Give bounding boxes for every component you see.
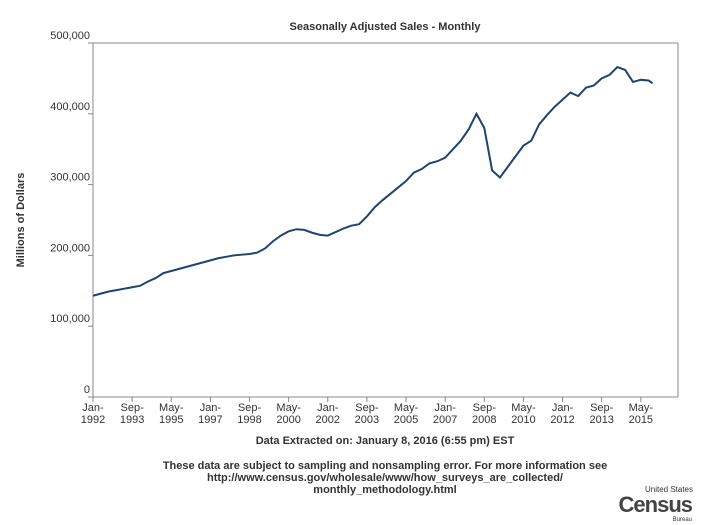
- footnote: These data are subject to sampling and n…: [163, 460, 607, 472]
- plot-frame: [92, 42, 679, 398]
- x-tick-label: Sep-2008: [472, 402, 496, 426]
- x-tick-label: Jan-2012: [550, 402, 574, 426]
- footnote: monthly_methodology.html: [313, 484, 456, 496]
- footnote: http://www.census.gov/wholesale/www/how_…: [207, 472, 563, 484]
- y-tick-label: 0: [84, 384, 90, 396]
- x-tick-label: Jan-2002: [316, 402, 340, 426]
- logo-text: United States: [645, 485, 693, 494]
- y-tick-label: 500,000: [50, 30, 90, 42]
- x-tick-label: Jan-1992: [81, 402, 105, 426]
- x-tick-label: May-2015: [629, 402, 654, 426]
- x-tick-label: May-2005: [394, 402, 419, 426]
- y-tick-label: 300,000: [50, 172, 90, 184]
- y-tick-label: 100,000: [50, 313, 90, 325]
- x-axis-title: Data Extracted on: January 8, 2016 (6:55…: [256, 435, 515, 447]
- x-tick-label: Sep-1993: [120, 402, 144, 426]
- x-tick-label: Jan-1997: [198, 402, 222, 426]
- y-axis-title: Millions of Dollars: [15, 173, 27, 268]
- series-line: [92, 65, 654, 297]
- x-tick-label: May-1995: [159, 402, 184, 426]
- x-tick-label: Sep-2003: [355, 402, 379, 426]
- x-tick-label: May-2010: [511, 402, 536, 426]
- x-tick-label: May-2000: [276, 402, 301, 426]
- y-tick-label: 200,000: [50, 242, 90, 254]
- x-tick-label: Sep-2013: [589, 402, 613, 426]
- chart-title: Seasonally Adjusted Sales - Monthly: [290, 21, 482, 33]
- y-tick-label: 400,000: [50, 101, 90, 113]
- x-tick-label: Sep-1998: [237, 402, 261, 426]
- x-tick-label: Jan-2007: [433, 402, 457, 426]
- logo-text: Bureau: [673, 517, 692, 523]
- logo-text: Census: [619, 492, 693, 517]
